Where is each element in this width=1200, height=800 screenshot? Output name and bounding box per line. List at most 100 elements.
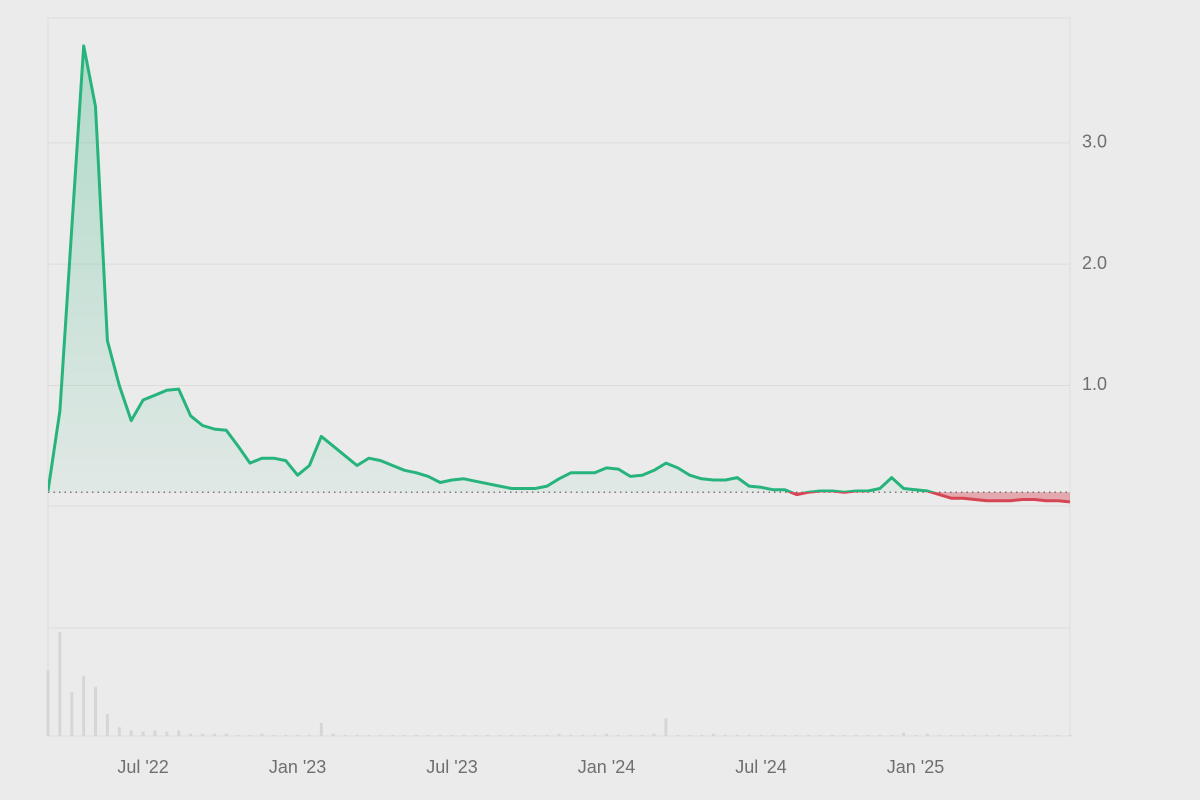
volume-bar xyxy=(438,734,442,736)
volume-bar xyxy=(807,734,811,736)
volume-bar xyxy=(414,734,418,736)
volume-bar xyxy=(307,734,311,736)
volume-bar xyxy=(593,734,597,736)
volume-bar xyxy=(284,734,288,736)
volume-bar xyxy=(878,734,882,736)
volume-bar xyxy=(474,734,478,736)
volume-bar xyxy=(355,734,359,736)
volume-bar xyxy=(82,675,86,736)
x-tick-label: Jan '23 xyxy=(269,757,326,777)
volume-bar xyxy=(973,734,977,736)
volume-bar xyxy=(165,731,169,736)
volume-bar xyxy=(260,733,264,736)
volume-bar xyxy=(700,734,704,736)
volume-bar xyxy=(319,722,323,736)
volume-bar xyxy=(189,733,193,736)
volume-bar xyxy=(652,733,656,736)
volume-bar xyxy=(842,734,846,736)
volume-bar xyxy=(248,734,252,736)
y-tick-label: 2.0 xyxy=(1082,253,1107,273)
volume-bar xyxy=(795,734,799,736)
volume-bar xyxy=(1044,734,1048,736)
volume-bar xyxy=(557,733,561,736)
area-down xyxy=(48,492,1070,502)
volume-bar xyxy=(367,734,371,736)
volume-bar xyxy=(426,734,430,736)
volume-bar xyxy=(1032,734,1036,736)
volume-bar xyxy=(735,734,739,736)
volume-bar xyxy=(129,730,133,736)
volume-bar xyxy=(153,730,157,736)
volume-bar xyxy=(605,733,609,736)
volume-bar xyxy=(937,734,941,736)
y-tick-label: 3.0 xyxy=(1082,132,1107,152)
volume-bar xyxy=(343,734,347,736)
volume-bar xyxy=(46,670,50,736)
volume-bar xyxy=(391,734,395,736)
volume-bar xyxy=(177,730,181,736)
volume-bar xyxy=(1020,734,1024,736)
volume-bar xyxy=(664,718,668,736)
volume-bar xyxy=(296,734,300,736)
volume-bar xyxy=(688,734,692,736)
volume-bar xyxy=(105,714,109,736)
volume-bar xyxy=(925,733,929,736)
volume-bar xyxy=(723,734,727,736)
volume-bar xyxy=(379,734,383,736)
volume-bar xyxy=(545,734,549,736)
x-tick-label: Jan '25 xyxy=(887,757,944,777)
volume-bar xyxy=(403,734,407,736)
volume-bar xyxy=(902,732,906,736)
volume-bar xyxy=(985,734,989,736)
volume-bar xyxy=(1068,734,1072,736)
volume-bar xyxy=(212,733,216,736)
x-tick-label: Jul '23 xyxy=(426,757,477,777)
volume-bar xyxy=(509,734,513,736)
volume-bar xyxy=(331,733,335,736)
volume-bar xyxy=(830,734,834,736)
volume-bar xyxy=(272,734,276,736)
volume-bar xyxy=(1056,734,1060,736)
volume-bar xyxy=(616,734,620,736)
volume-bar xyxy=(533,734,537,736)
x-tick-label: Jan '24 xyxy=(578,757,635,777)
volume-bar xyxy=(200,733,204,736)
volume-bar xyxy=(628,734,632,736)
volume-bar xyxy=(783,734,787,736)
volume-bar xyxy=(486,734,490,736)
volume-bar xyxy=(450,734,454,736)
area-up xyxy=(48,45,932,493)
volume-bar xyxy=(94,686,98,736)
volume-bar xyxy=(521,734,525,736)
volume-bar xyxy=(890,734,894,736)
volume-bar xyxy=(866,734,870,736)
volume-bar xyxy=(236,734,240,736)
volume-bar xyxy=(70,692,74,736)
volume-bar xyxy=(854,734,858,736)
volume-bar xyxy=(141,731,145,736)
volume-bar xyxy=(581,734,585,736)
x-tick-label: Jul '24 xyxy=(735,757,786,777)
volume-bar xyxy=(117,727,121,736)
volume-bar xyxy=(224,733,228,736)
volume-bar xyxy=(747,734,751,736)
volume-bar xyxy=(914,734,918,736)
volume-bar xyxy=(1009,734,1013,736)
y-tick-label: 1.0 xyxy=(1082,374,1107,394)
price-line-up xyxy=(48,44,937,493)
volume-bar xyxy=(462,734,466,736)
volume-bar xyxy=(997,734,1001,736)
volume-bar xyxy=(640,734,644,736)
volume-bar xyxy=(818,734,822,736)
x-tick-label: Jul '22 xyxy=(117,757,168,777)
volume-bar xyxy=(759,734,763,736)
volume-bar xyxy=(771,734,775,736)
volume-bar xyxy=(949,734,953,736)
volume-bar xyxy=(498,734,502,736)
volume-bar xyxy=(711,733,715,736)
volume-bar xyxy=(569,734,573,736)
volume-bar xyxy=(676,734,680,736)
volume-bar xyxy=(58,632,62,736)
volume-bar xyxy=(961,734,965,736)
